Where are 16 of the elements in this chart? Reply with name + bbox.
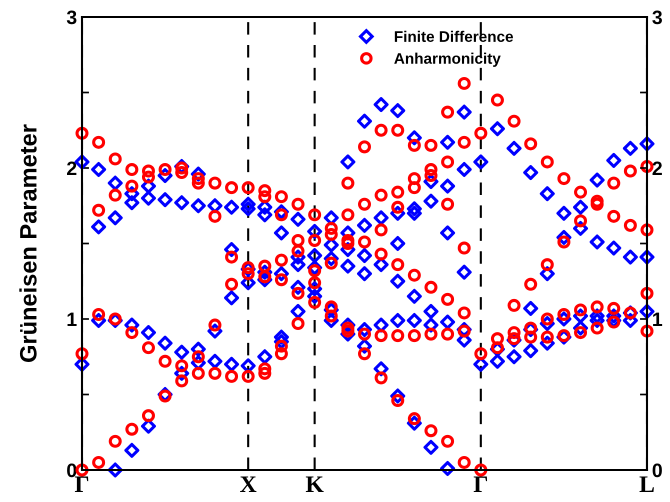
legend-label: Finite Difference: [394, 30, 514, 42]
y-axis-title: Grüneisen Parameter: [19, 124, 37, 362]
legend-label: Anharmonicity: [394, 52, 501, 67]
y2-tick-label: 0: [652, 463, 662, 478]
x-tick-label: K: [306, 476, 324, 492]
y2-tick-label: 2: [652, 161, 662, 176]
y2-tick-label: 3: [652, 10, 662, 24]
x-tick-label: Γ: [474, 476, 488, 492]
y-tick-label: 3: [66, 10, 76, 24]
y-tick-label: 0: [67, 463, 76, 478]
y-tick-label: 1: [68, 312, 77, 326]
x-tick-label: L: [640, 476, 654, 492]
x-tick-label: Γ: [74, 476, 88, 492]
y-tick-label: 2: [67, 161, 76, 176]
y2-tick-label: 1: [653, 312, 662, 326]
x-tick-label: X: [240, 476, 256, 492]
